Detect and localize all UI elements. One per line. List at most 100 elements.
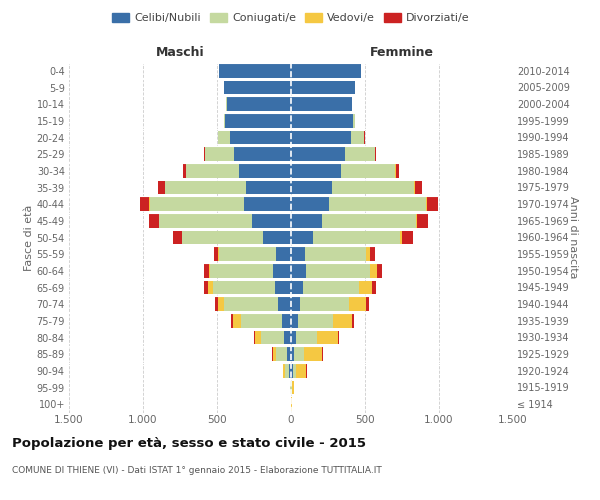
- Legend: Celibi/Nubili, Coniugati/e, Vedovi/e, Divorziati/e: Celibi/Nubili, Coniugati/e, Vedovi/e, Di…: [108, 8, 474, 28]
- Bar: [401, 230, 413, 244]
- Bar: [149, 198, 244, 211]
- Bar: [400, 230, 401, 244]
- Bar: [219, 248, 276, 261]
- Bar: [306, 264, 370, 278]
- Bar: [232, 314, 233, 328]
- Bar: [291, 98, 352, 111]
- Bar: [289, 364, 291, 378]
- Bar: [296, 364, 307, 378]
- Bar: [252, 214, 291, 228]
- Bar: [224, 80, 291, 94]
- Bar: [370, 248, 375, 261]
- Bar: [278, 298, 291, 311]
- Bar: [371, 280, 376, 294]
- Bar: [293, 364, 296, 378]
- Bar: [214, 248, 218, 261]
- Bar: [304, 348, 322, 361]
- Bar: [273, 264, 291, 278]
- Bar: [370, 264, 377, 278]
- Bar: [296, 330, 317, 344]
- Bar: [211, 264, 273, 278]
- Bar: [230, 130, 291, 144]
- Text: Femmine: Femmine: [370, 46, 434, 59]
- Bar: [218, 130, 230, 144]
- Bar: [291, 130, 352, 144]
- Bar: [291, 64, 361, 78]
- Bar: [254, 330, 255, 344]
- Y-axis label: Anni di nascita: Anni di nascita: [568, 196, 578, 278]
- Bar: [333, 314, 352, 328]
- Bar: [246, 180, 291, 194]
- Bar: [287, 348, 291, 361]
- Bar: [215, 298, 218, 311]
- Bar: [338, 330, 339, 344]
- Bar: [303, 280, 359, 294]
- Text: Maschi: Maschi: [155, 46, 205, 59]
- Bar: [209, 264, 211, 278]
- Bar: [291, 198, 329, 211]
- Bar: [291, 330, 296, 344]
- Bar: [291, 280, 303, 294]
- Bar: [182, 230, 263, 244]
- Bar: [291, 230, 313, 244]
- Bar: [352, 130, 364, 144]
- Bar: [282, 314, 291, 328]
- Bar: [417, 214, 428, 228]
- Bar: [291, 298, 300, 311]
- Bar: [218, 298, 224, 311]
- Bar: [291, 164, 341, 177]
- Bar: [149, 214, 158, 228]
- Bar: [291, 348, 294, 361]
- Bar: [276, 248, 291, 261]
- Bar: [204, 148, 205, 161]
- Bar: [332, 180, 414, 194]
- Bar: [225, 114, 291, 128]
- Bar: [224, 298, 278, 311]
- Bar: [291, 114, 353, 128]
- Bar: [140, 198, 149, 211]
- Bar: [300, 298, 349, 311]
- Bar: [212, 280, 275, 294]
- Bar: [346, 148, 375, 161]
- Bar: [233, 314, 241, 328]
- Y-axis label: Fasce di età: Fasce di età: [23, 204, 34, 270]
- Bar: [186, 164, 239, 177]
- Bar: [224, 114, 225, 128]
- Bar: [173, 230, 182, 244]
- Bar: [165, 180, 246, 194]
- Bar: [227, 98, 291, 111]
- Bar: [158, 180, 165, 194]
- Bar: [415, 180, 422, 194]
- Bar: [241, 314, 282, 328]
- Bar: [218, 248, 219, 261]
- Bar: [377, 264, 382, 278]
- Bar: [182, 164, 186, 177]
- Bar: [291, 364, 293, 378]
- Bar: [341, 164, 395, 177]
- Bar: [396, 164, 399, 177]
- Bar: [204, 264, 209, 278]
- Bar: [294, 348, 304, 361]
- Bar: [244, 198, 291, 211]
- Bar: [352, 314, 355, 328]
- Bar: [317, 330, 338, 344]
- Bar: [284, 330, 291, 344]
- Bar: [291, 148, 346, 161]
- Text: Popolazione per età, sesso e stato civile - 2015: Popolazione per età, sesso e stato civil…: [12, 438, 366, 450]
- Bar: [349, 298, 365, 311]
- Bar: [291, 314, 298, 328]
- Bar: [291, 264, 306, 278]
- Bar: [239, 164, 291, 177]
- Bar: [291, 248, 305, 261]
- Bar: [208, 280, 212, 294]
- Bar: [276, 348, 287, 361]
- Bar: [313, 230, 400, 244]
- Text: COMUNE DI THIENE (VI) - Dati ISTAT 1° gennaio 2015 - Elaborazione TUTTITALIA.IT: COMUNE DI THIENE (VI) - Dati ISTAT 1° ge…: [12, 466, 382, 475]
- Bar: [375, 148, 376, 161]
- Bar: [205, 280, 208, 294]
- Bar: [305, 248, 366, 261]
- Bar: [359, 280, 371, 294]
- Bar: [291, 80, 355, 94]
- Bar: [159, 214, 252, 228]
- Bar: [353, 114, 355, 128]
